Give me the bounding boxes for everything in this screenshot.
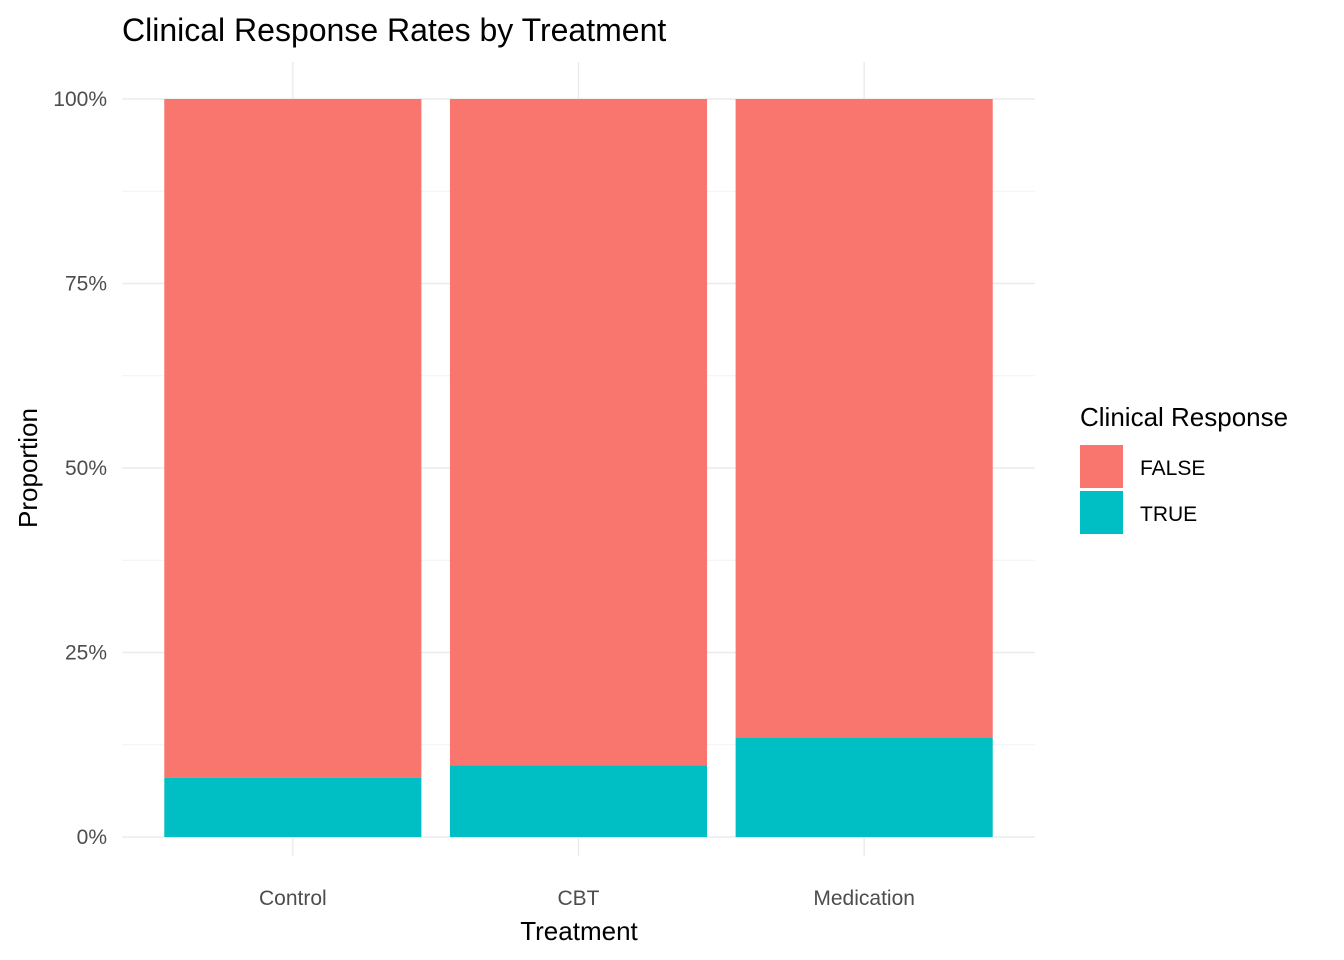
bars [164, 99, 993, 837]
x-axis-ticks: Control CBT Medication [259, 887, 915, 910]
y-tick-label: 100% [53, 88, 107, 111]
y-tick-label: 50% [65, 457, 107, 480]
y-tick-label: 0% [77, 826, 107, 849]
x-tick-label: CBT [558, 887, 600, 910]
legend-key-false [1080, 445, 1123, 488]
bar-medication-true [735, 737, 993, 837]
bar-control-false [164, 99, 422, 778]
y-axis-ticks: 0% 25% 50% 75% 100% [53, 88, 107, 849]
y-axis-title: Proportion [13, 408, 43, 528]
legend: Clinical Response FALSE TRUE [1080, 402, 1288, 534]
x-axis-title: Treatment [520, 916, 638, 946]
legend-label-false: FALSE [1140, 457, 1205, 480]
bar-medication-false [735, 99, 993, 738]
x-tick-label: Control [259, 887, 327, 910]
bar-cbt-false [449, 99, 708, 766]
y-tick-label: 75% [65, 273, 107, 296]
legend-key-true [1080, 491, 1123, 534]
y-tick-label: 25% [65, 642, 107, 665]
legend-title: Clinical Response [1080, 402, 1288, 432]
bar-cbt-true [449, 765, 708, 837]
chart-title: Clinical Response Rates by Treatment [122, 12, 666, 48]
bar-control-true [164, 777, 422, 837]
x-tick-label: Medication [813, 887, 915, 910]
legend-label-true: TRUE [1140, 503, 1197, 526]
